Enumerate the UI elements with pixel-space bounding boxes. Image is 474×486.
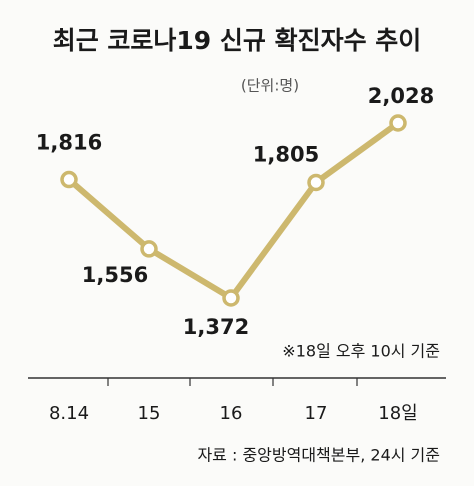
annotation: ※18일 오후 10시 기준 <box>282 342 440 361</box>
point <box>60 170 78 189</box>
x-tick-label: 17 <box>305 403 328 424</box>
chart-subtitle: (단위:명) <box>241 77 299 95</box>
x-tick-label: 16 <box>220 403 243 424</box>
point <box>307 173 325 192</box>
value-label: 1,816 <box>36 131 102 155</box>
x-tick-label: 18일 <box>378 403 417 424</box>
source: 자료 : 중앙방역대책본부, 24시 기준 <box>197 446 440 465</box>
value-label: 1,556 <box>82 263 148 287</box>
point <box>389 114 407 132</box>
point <box>140 240 158 258</box>
x-tick-label: 15 <box>138 403 161 424</box>
value-label: 1,805 <box>253 142 319 166</box>
value-label: 2,028 <box>368 84 434 108</box>
value-label: 1,372 <box>183 315 249 339</box>
x-tick-label: 8.14 <box>49 403 89 424</box>
chart-title: 최근 코로나19 신규 확진자수 추이 <box>53 26 422 55</box>
point <box>222 289 240 307</box>
